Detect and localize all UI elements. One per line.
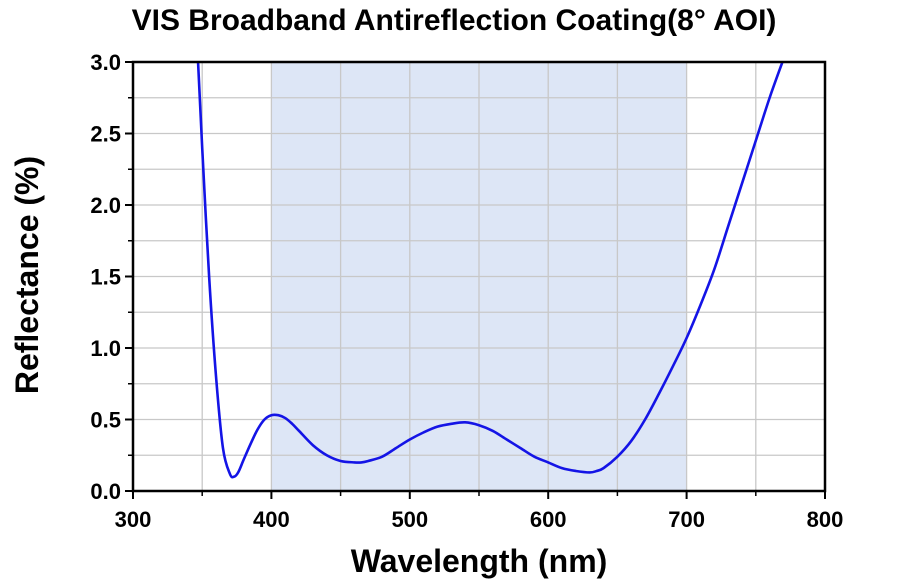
x-axis-label: Wavelength (nm) (351, 543, 608, 579)
y-tick-label: 0.0 (90, 479, 121, 504)
x-tick-label: 600 (530, 507, 567, 532)
x-tick-label: 300 (115, 507, 152, 532)
y-tick-label: 2.5 (90, 122, 121, 147)
y-axis: 0.0 0.5 1.0 1.5 2.0 2.5 3.0 (90, 50, 133, 504)
y-tick-label: 3.0 (90, 50, 121, 75)
x-tick-label: 500 (391, 507, 428, 532)
x-tick-label: 700 (668, 507, 705, 532)
series-line-0 (196, 61, 785, 479)
series-layer (196, 61, 785, 479)
x-tick-label: 400 (253, 507, 290, 532)
chart-title: VIS Broadband Antireflection Coating(8° … (132, 4, 777, 37)
x-axis: 300 400 500 600 700 800 (115, 491, 844, 532)
y-tick-label: 0.5 (90, 408, 121, 433)
y-axis-label: Reflectance (%) (9, 156, 45, 394)
y-tick-label: 2.0 (90, 193, 121, 218)
x-tick-label: 800 (807, 507, 844, 532)
y-tick-label: 1.5 (90, 265, 121, 290)
y-tick-label: 1.0 (90, 336, 121, 361)
grid (133, 62, 825, 491)
